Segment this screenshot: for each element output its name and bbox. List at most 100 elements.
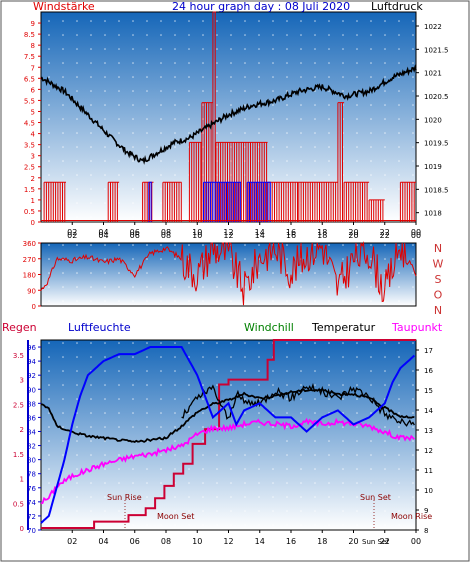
rain-line xyxy=(41,339,416,529)
label-windchill: Windchill xyxy=(244,321,294,334)
humidity-tick-label: 70 xyxy=(27,527,36,535)
pressure-tick-label: 1019 xyxy=(424,163,442,171)
time-tick-label: 02 xyxy=(67,228,77,237)
pressure-tick-label: 1018.5 xyxy=(424,186,449,194)
humidity-tick-label: 76 xyxy=(27,485,36,493)
pressure-tick-label: 1019.5 xyxy=(424,140,449,148)
time-tick-label: 12 xyxy=(223,228,233,237)
annotation-sunset-axis: Sun Set xyxy=(362,538,389,546)
rain-tick-label: 3 xyxy=(20,377,24,385)
wind-tick-label: 6.5 xyxy=(24,75,35,83)
rain-tick-label: 1 xyxy=(20,476,24,484)
time-tick-label-2: 06 xyxy=(130,231,140,240)
wind-tick-label: 6 xyxy=(31,86,36,94)
time-tick-label-3: 02 xyxy=(67,537,77,546)
time-tick-label-3: 16 xyxy=(286,537,296,546)
direction-tick-label: 360 xyxy=(23,240,36,248)
wind-tick-label: 3 xyxy=(31,153,35,161)
wind-tick-label: 0.5 xyxy=(24,208,35,216)
annotation-sunset: Sun Set xyxy=(360,493,391,502)
time-tick-label-2: 14 xyxy=(255,231,265,240)
direction-tick-label: 0 xyxy=(32,303,36,311)
wind-tick-label: 7.5 xyxy=(24,53,35,61)
temp-tick-label: 15 xyxy=(424,387,433,395)
wind-bars-wind xyxy=(337,102,345,222)
wind-tick-label: 7 xyxy=(31,64,35,72)
wind-tick-label: 3.5 xyxy=(24,142,35,150)
wind-tick-label: 2.5 xyxy=(24,164,35,172)
time-tick-label-3: 00 xyxy=(411,537,421,546)
time-tick-label: 20 xyxy=(348,228,358,237)
pressure-line xyxy=(40,64,417,165)
wind-tick-label: 8 xyxy=(31,42,35,50)
wind-bars-wind xyxy=(142,181,154,222)
time-tick-label-2: 12 xyxy=(223,231,233,240)
temp-tick-label: 9 xyxy=(424,507,428,515)
time-tick-label-2: 04 xyxy=(98,231,108,240)
time-tick-label: 18 xyxy=(317,228,327,237)
temperature-line xyxy=(40,387,415,444)
time-tick-label: 06 xyxy=(130,228,140,237)
compass-label: N xyxy=(434,304,442,317)
temp-tick-label: 11 xyxy=(424,467,433,475)
wind-tick-label: 9 xyxy=(31,20,35,28)
time-tick-label-3: 14 xyxy=(255,537,265,546)
wind-tick-label: 5.5 xyxy=(24,97,35,105)
rain-tick-label: 3.5 xyxy=(13,352,24,360)
rain-tick-label: 2.5 xyxy=(13,401,24,409)
wind-bars-wind xyxy=(368,199,385,222)
temp-tick-label: 8 xyxy=(424,527,428,535)
humidity-tick-label: 78 xyxy=(27,471,36,479)
humidity-tick-label: 88 xyxy=(27,400,36,408)
panel-wind-direction-dots xyxy=(41,243,416,306)
header-title: 24 hour graph day : 08 Juli 2020 xyxy=(172,0,350,13)
time-tick-label-3: 04 xyxy=(98,537,108,546)
humidity-tick-label: 84 xyxy=(27,428,36,436)
annotation-moonrise: Moon Rise xyxy=(391,512,432,521)
time-tick-label-2: 10 xyxy=(192,231,202,240)
axes-layer: 00.511.522.533.544.555.566.577.588.59101… xyxy=(13,20,449,546)
header-luftdruck: Luftdruck xyxy=(371,0,423,13)
wind-tick-label: 4.5 xyxy=(24,120,35,128)
annotation-moonset: Moon Set xyxy=(157,512,194,521)
time-tick-label: 10 xyxy=(192,228,202,237)
temp-tick-label: 14 xyxy=(424,407,433,415)
temp-tick-label: 10 xyxy=(424,487,433,495)
direction-tick-label: 90 xyxy=(27,287,36,295)
panel-temperature-dots xyxy=(41,340,416,530)
time-tick-label-2: 00 xyxy=(411,231,421,240)
humidity-line xyxy=(40,346,416,524)
pressure-tick-label: 1021.5 xyxy=(424,46,449,54)
compass-label: O xyxy=(434,289,443,302)
humidity-tick-label: 72 xyxy=(27,513,36,521)
wind-bars-wind xyxy=(43,181,66,222)
time-tick-label: 22 xyxy=(380,228,390,237)
pressure-tick-label: 1020 xyxy=(424,116,442,124)
wind-bars-wind xyxy=(298,181,338,222)
humidity-tick-label: 82 xyxy=(27,443,36,451)
temp-tick-label: 13 xyxy=(424,427,433,435)
wind-tick-label: 1 xyxy=(31,197,35,205)
pressure-tick-label: 1022 xyxy=(424,23,442,31)
wind-tick-label: 1.5 xyxy=(24,186,35,194)
time-tick-label-2: 16 xyxy=(286,231,296,240)
windchill-line xyxy=(181,382,415,427)
wind-tick-label: 2 xyxy=(31,175,35,183)
time-tick-label-3: 12 xyxy=(223,537,233,546)
time-tick-label: 04 xyxy=(98,228,108,237)
wind-bars-wind xyxy=(162,181,182,222)
humidity-tick-label: 86 xyxy=(27,414,36,422)
rain-tick-label: 2 xyxy=(20,426,24,434)
label-regen: Regen xyxy=(2,321,37,334)
direction-tick-label: 270 xyxy=(23,256,36,264)
wind-tick-label: 5 xyxy=(31,108,35,116)
time-tick-label-3: 22 xyxy=(380,537,390,546)
wind-bars-wind xyxy=(107,181,120,222)
time-tick-label: 00 xyxy=(411,228,421,237)
time-tick-label: 14 xyxy=(255,228,265,237)
time-tick-label-2: 08 xyxy=(161,231,171,240)
rain-tick-label: 0 xyxy=(20,525,24,533)
time-tick-label-2: 20 xyxy=(348,231,358,240)
